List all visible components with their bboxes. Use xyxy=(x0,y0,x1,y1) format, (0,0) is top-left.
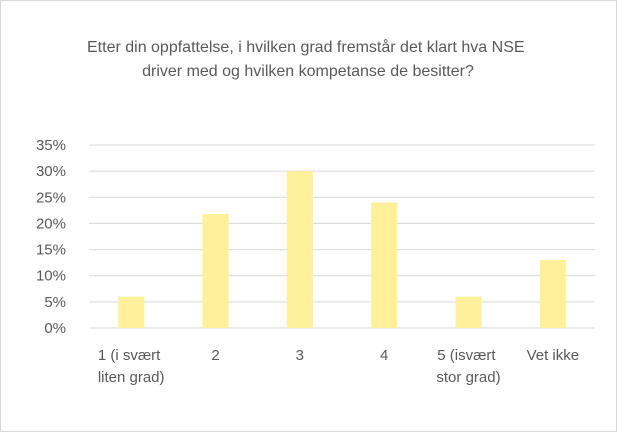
bar xyxy=(118,296,145,328)
y-tick-label: 25% xyxy=(36,189,66,206)
x-tick-label: 4 xyxy=(380,347,388,364)
x-tick-label: 2 xyxy=(211,347,219,364)
y-tick-label: 10% xyxy=(36,268,66,285)
bar xyxy=(455,296,482,328)
bar xyxy=(202,214,229,328)
x-tick-label: 3 xyxy=(296,347,304,364)
x-tick-label: 5 (isvært stor grad) xyxy=(436,347,500,386)
chart-title: Etter din oppfattelse, i hvilken grad fr… xyxy=(87,38,529,80)
y-tick-label: 30% xyxy=(36,163,66,180)
y-tick-label: 20% xyxy=(36,215,66,232)
x-tick-label: Vet ikke xyxy=(527,347,580,364)
bar xyxy=(286,171,313,328)
y-tick-label: 0% xyxy=(44,320,66,337)
x-tick-label: 1 (i svært liten grad) xyxy=(98,347,165,386)
y-tick-label: 35% xyxy=(36,137,66,154)
y-tick-label: 15% xyxy=(36,242,66,259)
bar xyxy=(539,260,566,328)
y-tick-label: 5% xyxy=(44,294,66,311)
bar xyxy=(371,202,398,328)
